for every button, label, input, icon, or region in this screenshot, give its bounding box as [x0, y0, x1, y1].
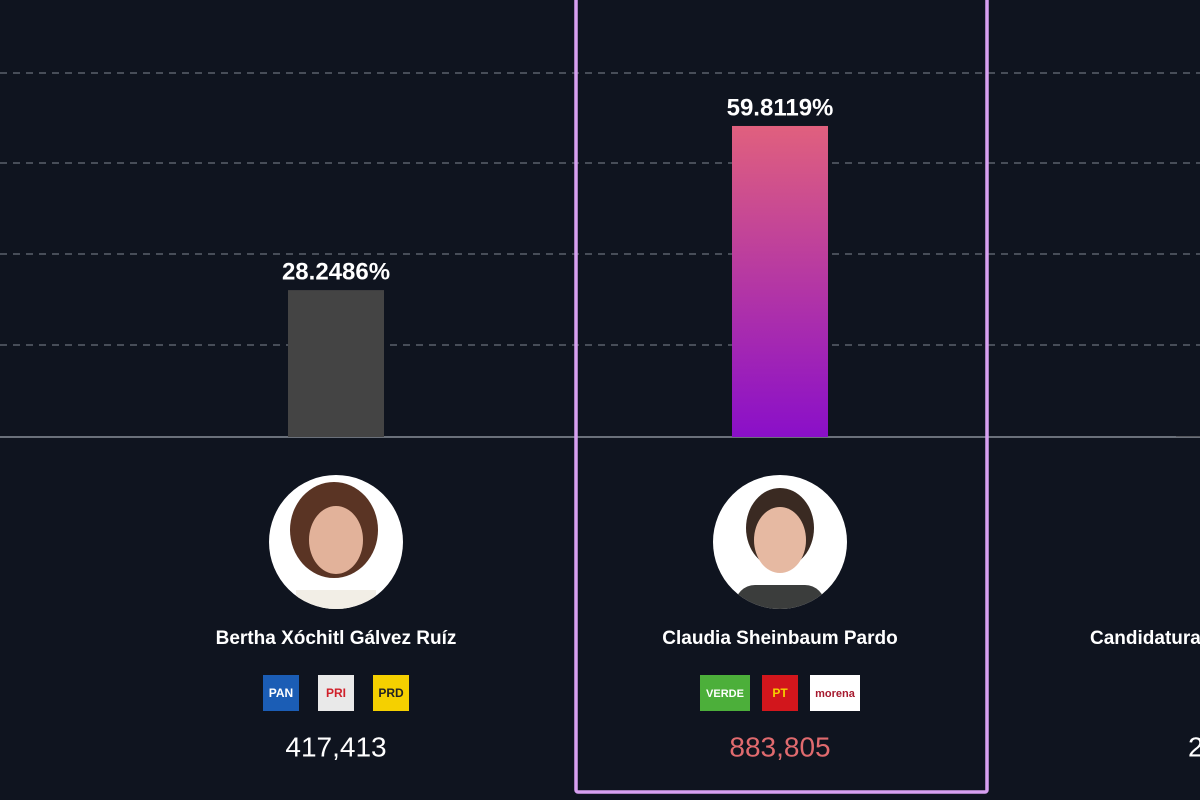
vote-count: 883,805 [729, 731, 830, 762]
grid [0, 73, 1200, 345]
value-label: 59.8119% [727, 94, 834, 121]
bar [1176, 436, 1200, 437]
party-label: PRD [378, 686, 404, 700]
candidate-name: Bertha Xóchitl Gálvez Ruíz [216, 628, 457, 649]
candidate-name: Claudia Sheinbaum Pardo [662, 628, 897, 649]
vote-count: 417,413 [285, 731, 386, 762]
party-label: PRI [326, 686, 346, 700]
party-label: PT [772, 686, 788, 700]
candidate-name: Candidatura [1090, 628, 1200, 649]
value-label: 28.2486% [282, 258, 390, 285]
party-label: morena [815, 688, 856, 700]
photo [713, 475, 847, 625]
bar [732, 126, 828, 437]
photo [269, 475, 403, 620]
vote-count: 2 [1188, 731, 1200, 762]
bar [288, 290, 384, 437]
party-label: PAN [269, 686, 293, 700]
party-label: VERDE [706, 688, 744, 700]
